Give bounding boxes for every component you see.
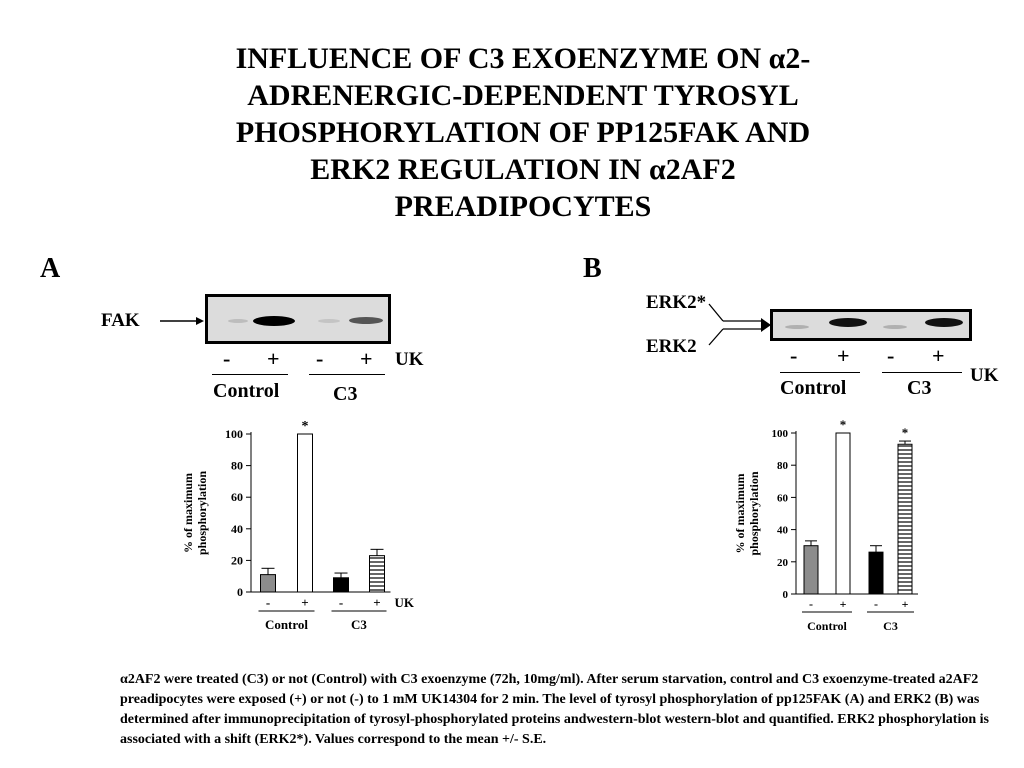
chart-b-significance-label: * — [902, 425, 909, 440]
a-blot-sign-1: - — [223, 346, 231, 371]
chart-b-y-axis-label: phosphorylation — [747, 471, 761, 555]
chart-b-bar — [835, 432, 851, 595]
chart-b-group-label: Control — [807, 619, 847, 633]
b-blot-sign-4: + — [932, 343, 945, 368]
erk2-band-c3-basal — [883, 325, 907, 329]
chart-a-bar — [333, 577, 349, 593]
chart-b-y-tick-label: 80 — [777, 460, 789, 472]
chart-b-y-tick-label: 100 — [772, 428, 789, 440]
b-blot-sign-3: - — [887, 343, 895, 368]
a-control-underline — [212, 374, 288, 375]
chart-a-y-tick-label: 80 — [231, 459, 243, 473]
chart-b-category-label: + — [902, 597, 909, 611]
fak-arrow-icon — [160, 317, 204, 325]
chart-a-category-label: + — [373, 595, 380, 610]
chart-b-category-label: - — [874, 597, 878, 611]
chart-a-y-tick-label: 100 — [225, 427, 243, 441]
chart-a-bar — [369, 555, 385, 593]
b-blot-uk-label: UK — [970, 365, 999, 386]
chart-a-category-label: + — [301, 595, 308, 610]
chart-a-significance-label: * — [302, 419, 309, 434]
fak-band-c3-basal — [318, 319, 340, 323]
chart-a-bar — [297, 433, 313, 593]
erk2-band-control-basal — [785, 325, 809, 329]
fak-label: FAK — [101, 310, 140, 331]
chart-b-significance-label: * — [840, 417, 847, 432]
chart-b-bar — [803, 545, 819, 595]
b-control-underline — [780, 372, 860, 373]
chart-a-y-axis-label: phosphorylation — [195, 471, 209, 555]
chart-a-category-label: - — [266, 595, 270, 610]
b-blot-c3-label: C3 — [907, 377, 932, 399]
chart-b-y-tick-label: 60 — [777, 492, 789, 504]
chart-a-y-tick-label: 20 — [231, 553, 243, 567]
fak-band-c3-uk — [349, 317, 383, 324]
chart-a-category-label: - — [339, 595, 343, 610]
chart-a-fak-quantification: 0 20 40 60 80 100 % of maximum phosphorylation -… — [181, 419, 415, 632]
chart-a-y-axis-label: % of maximum — [181, 473, 195, 553]
erk2-western-blot — [770, 309, 972, 341]
chart-a-x-suffix-label: UK — [395, 595, 415, 610]
erk2-bracket-arrow-icon — [708, 303, 771, 346]
fak-band-control-uk — [253, 316, 295, 326]
a-blot-sign-4: + — [360, 346, 373, 371]
figure-caption: α2AF2 were treated (C3) or not (Control)… — [120, 672, 989, 747]
title-line-5: PREADIPOCYTES — [394, 190, 652, 223]
chart-a-group-label: C3 — [351, 617, 367, 632]
title-line-4: ERK2 REGULATION IN α2AF2 — [310, 153, 736, 186]
erk2-label: ERK2 — [646, 336, 697, 357]
a-blot-sign-2: + — [267, 346, 280, 371]
chart-b-erk2-quantification: 0 20 40 60 80 100 % of maximum phosphorylation -… — [733, 417, 918, 633]
a-blot-c3-label: C3 — [333, 383, 358, 405]
chart-b-bar — [868, 551, 884, 595]
chart-b-y-tick-label: 20 — [777, 557, 789, 569]
chart-a-y-tick-label: 60 — [231, 490, 243, 504]
b-blot-sign-2: + — [837, 343, 850, 368]
chart-a-group-label: Control — [265, 617, 308, 632]
a-blot-uk-label: UK — [395, 349, 424, 370]
slide-title: INFLUENCE OF C3 EXOENZYME ON α2- ADRENER… — [90, 40, 956, 225]
title-line-1: INFLUENCE OF C3 EXOENZYME ON α2- — [235, 42, 811, 75]
a-c3-underline — [309, 374, 385, 375]
panel-a-label: A — [40, 253, 61, 284]
fak-western-blot — [205, 294, 391, 344]
chart-b-y-axis-label: % of maximum — [733, 474, 747, 554]
title-line-2: ADRENERGIC-DEPENDENT TYROSYL — [247, 79, 799, 112]
chart-a-y-tick-label: 40 — [231, 522, 243, 536]
b-blot-sign-1: - — [790, 343, 798, 368]
chart-b-category-label: - — [809, 597, 813, 611]
a-blot-control-label: Control — [213, 380, 280, 402]
chart-b-group-label: C3 — [883, 619, 898, 633]
chart-b-category-label: + — [840, 597, 847, 611]
chart-b-bar — [897, 443, 913, 595]
chart-a-y-tick-label: 0 — [237, 585, 243, 599]
title-line-3: PHOSPHORYLATION OF PP125FAK AND — [235, 116, 811, 149]
erk2-band-c3-uk — [925, 318, 963, 327]
a-blot-sign-3: - — [316, 346, 324, 371]
chart-b-y-tick-label: 40 — [777, 525, 789, 537]
b-c3-underline — [882, 372, 962, 373]
chart-a-bar — [260, 574, 276, 593]
panel-b-label: B — [583, 253, 602, 284]
erk2-shift-label: ERK2* — [646, 292, 707, 313]
erk2-band-control-uk — [829, 318, 867, 327]
b-blot-control-label: Control — [780, 377, 847, 399]
chart-b-y-tick-label: 0 — [783, 589, 789, 601]
fak-band-control-basal — [228, 319, 248, 323]
